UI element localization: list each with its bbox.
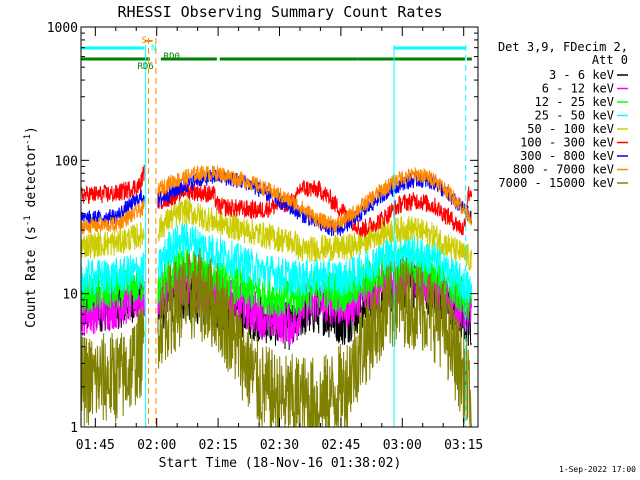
legend-label: 800 - 7000 keV — [513, 163, 614, 177]
legend-label: 3 - 6 keV — [549, 68, 614, 82]
legend-header: Det 3,9, FDecim 2, — [498, 40, 628, 54]
observing-markers: SN RD0 RD6 — [81, 36, 472, 427]
series-25-50-keVkev — [80, 220, 473, 303]
axes: 1 10 100 1000 01:45 02:00 02:15 02:30 02:45 03:00… — [47, 21, 484, 453]
x-tick-label: 02:45 — [321, 438, 360, 453]
legend-label: 25 - 50 keV — [535, 109, 614, 123]
legend-header: Att 0 — [592, 53, 628, 67]
series-line — [157, 179, 473, 237]
x-tick-label: 03:15 — [444, 438, 483, 453]
y-tick-label: 10 — [62, 288, 78, 303]
series-line — [80, 307, 145, 427]
series-7000-15000-keVkev — [80, 248, 473, 428]
x-axis-label: Start Time (18-Nov-16 01:38:02) — [159, 456, 402, 471]
legend-label: 12 - 25 keV — [535, 95, 614, 109]
plot-content: SN RD0 RD6 — [80, 36, 473, 428]
x-tick-label: 02:15 — [199, 438, 238, 453]
chart-title: RHESSI Observing Summary Count Rates — [117, 3, 442, 21]
x-tick-label: 01:45 — [76, 438, 115, 453]
series-50-100-keVkev — [80, 197, 473, 271]
legend-label: 7000 - 15000 keV — [498, 176, 614, 190]
x-tick-label: 03:00 — [383, 438, 422, 453]
series-line — [80, 198, 145, 235]
x-tick-label: 02:30 — [260, 438, 299, 453]
y-tick-label: 100 — [55, 154, 78, 169]
rd6-label: RD6 — [137, 62, 153, 72]
series-line — [157, 248, 473, 428]
x-tick-label: 02:00 — [137, 438, 176, 453]
series-line — [157, 197, 473, 271]
series-line — [80, 221, 145, 260]
footer-timestamp: 1-Sep-2022 17:00 — [559, 465, 636, 474]
saa-label: S — [141, 36, 146, 46]
night-label: N — [151, 44, 156, 54]
series-line — [80, 274, 145, 336]
legend-label: 50 - 100 keV — [527, 122, 614, 136]
series-line — [80, 252, 145, 297]
y-tick-label: 1000 — [47, 21, 78, 36]
rd0-label: RD0 — [164, 52, 180, 62]
series-800-7000-keVkev — [80, 165, 473, 235]
y-tick-label: 1 — [70, 421, 78, 436]
legend-label: 300 - 800 keV — [520, 149, 614, 163]
series-line — [80, 164, 145, 205]
y-axis-label: Count Rate (s-1 detector-1) — [23, 126, 39, 328]
legend-label: 6 - 12 keV — [542, 82, 614, 96]
series-line — [157, 165, 473, 232]
legend-label: 100 - 300 keV — [520, 136, 614, 150]
series-line — [80, 189, 145, 227]
series-100-300-keVkev — [80, 164, 473, 237]
series-line — [157, 220, 473, 303]
